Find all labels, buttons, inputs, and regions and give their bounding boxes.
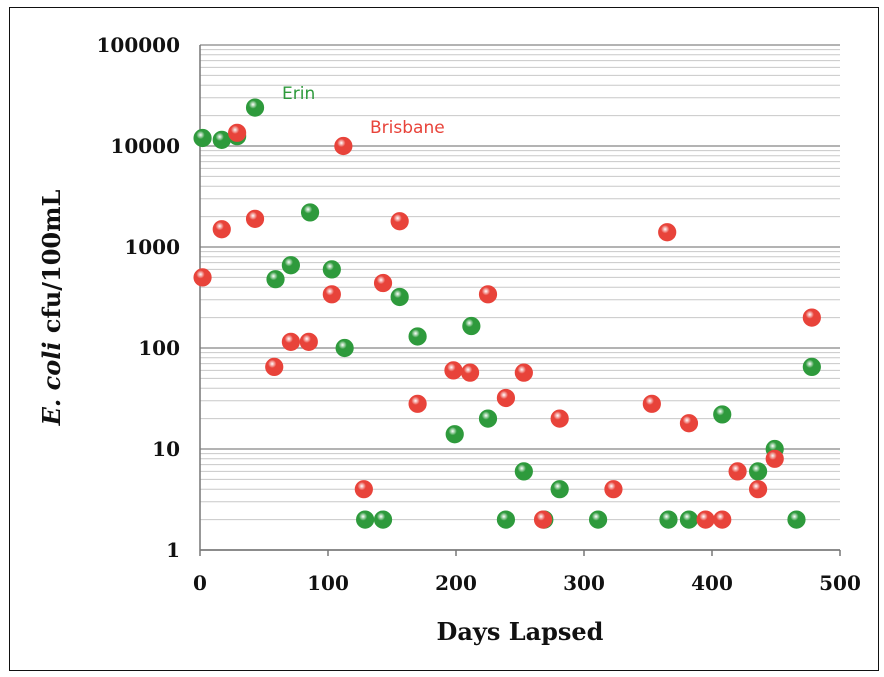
point-brisbane	[212, 220, 231, 239]
point-brisbane	[228, 123, 247, 142]
point-brisbane	[533, 510, 553, 529]
point-erin	[390, 287, 409, 307]
point-brisbane	[390, 212, 409, 231]
point-brisbane	[765, 449, 784, 468]
point-brisbane	[408, 394, 427, 413]
point-erin	[300, 203, 320, 222]
x-tick-label: 100	[307, 571, 349, 595]
x-tick-label: 500	[819, 571, 861, 595]
point-erin	[787, 510, 806, 529]
x-tick-label: 300	[563, 571, 605, 595]
point-brisbane	[334, 136, 353, 156]
point-brisbane	[322, 285, 341, 304]
point-brisbane	[193, 268, 212, 287]
point-brisbane	[373, 273, 393, 293]
point-brisbane	[265, 357, 284, 376]
axes	[199, 45, 841, 556]
y-axis-label: E. coli cfu/100mL	[37, 190, 66, 427]
point-erin	[373, 510, 393, 529]
point-erin	[550, 480, 569, 499]
y-tick-label: 100000	[97, 33, 181, 57]
point-brisbane	[642, 394, 661, 413]
point-erin	[445, 425, 464, 444]
y-axis-label-italic: E. coli	[37, 342, 66, 427]
point-erin	[496, 510, 516, 529]
point-erin	[679, 510, 699, 529]
point-brisbane	[281, 332, 300, 351]
point-erin	[462, 316, 481, 336]
point-brisbane	[514, 363, 533, 382]
series-label-erin: Erin	[282, 84, 315, 104]
point-erin	[514, 462, 533, 481]
point-erin	[659, 510, 678, 529]
point-erin	[748, 462, 768, 481]
point-brisbane	[460, 363, 480, 382]
y-tick-label: 100	[138, 336, 180, 360]
y-tick-labels: 1 10 100 1000 10000 100000	[97, 33, 181, 562]
point-brisbane	[444, 361, 463, 380]
point-erin	[408, 327, 427, 346]
x-axis-label: Days Lapsed	[437, 617, 604, 646]
point-brisbane	[299, 332, 318, 351]
x-tick-label: 0	[193, 571, 207, 595]
data-points	[193, 98, 821, 529]
point-erin	[281, 256, 300, 275]
point-erin	[212, 130, 231, 149]
point-brisbane	[728, 462, 747, 481]
x-tick-label: 400	[691, 571, 733, 595]
point-brisbane	[802, 308, 821, 327]
point-brisbane	[679, 414, 699, 433]
x-tick-labels: 0 100 200 300 400 500	[193, 571, 861, 595]
point-brisbane	[658, 223, 677, 242]
chart-frame	[9, 7, 879, 671]
y-axis-label-rest: cfu/100mL	[37, 190, 66, 342]
point-brisbane	[604, 480, 623, 499]
point-erin	[245, 98, 265, 117]
point-erin	[322, 260, 341, 279]
point-erin	[266, 270, 285, 289]
point-erin	[478, 409, 498, 428]
series-label-brisbane: Brisbane	[370, 118, 445, 138]
point-brisbane	[496, 388, 516, 408]
point-erin	[335, 338, 354, 358]
point-brisbane	[748, 480, 768, 499]
point-erin	[588, 510, 608, 529]
point-erin	[802, 357, 821, 376]
point-brisbane	[550, 409, 569, 428]
y-tick-label: 1	[166, 538, 180, 562]
y-tick-label: 10	[152, 437, 180, 461]
point-erin	[713, 405, 732, 424]
point-brisbane	[696, 510, 715, 529]
point-brisbane	[478, 285, 498, 304]
x-tick-label: 200	[435, 571, 477, 595]
point-erin	[356, 510, 375, 529]
point-erin	[193, 128, 212, 148]
point-brisbane	[245, 209, 265, 228]
y-tick-label: 1000	[124, 235, 180, 259]
point-brisbane	[713, 510, 732, 529]
y-tick-label: 10000	[110, 134, 180, 158]
point-brisbane	[354, 480, 373, 499]
